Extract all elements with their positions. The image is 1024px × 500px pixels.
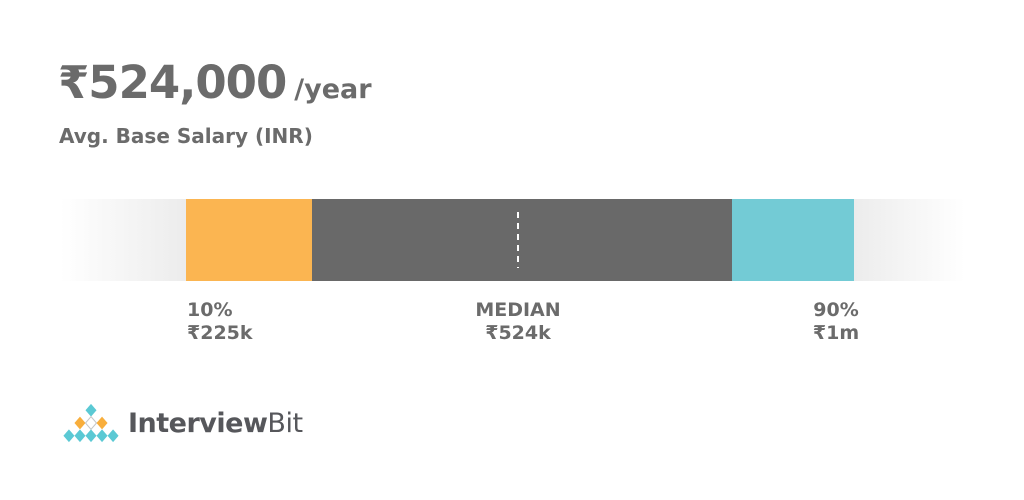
- label-p10: 10% ₹225k: [187, 299, 253, 345]
- label-median: MEDIAN ₹524k: [475, 299, 560, 345]
- label-p90-percent: 90%: [813, 299, 859, 321]
- interviewbit-wordmark: InterviewBit: [128, 408, 303, 439]
- salary-heading: ₹524,000/year: [58, 56, 372, 109]
- bar-segment-p10: [186, 199, 312, 281]
- salary-period-suffix: /year: [294, 74, 372, 105]
- label-p10-percent: 10%: [187, 299, 233, 321]
- bar-fade-right: [854, 199, 965, 281]
- label-p10-value: ₹225k: [187, 322, 253, 344]
- salary-subtitle: Avg. Base Salary (INR): [59, 124, 313, 148]
- bar-segment-range: [312, 199, 732, 281]
- salary-percentile-bar: [60, 199, 965, 281]
- wordmark-bit: Bit: [267, 407, 303, 439]
- label-p90-value: ₹1m: [812, 322, 860, 344]
- median-dashed-line: [517, 212, 519, 268]
- avg-salary-amount: ₹524,000: [58, 56, 287, 109]
- bar-fade-left: [60, 199, 186, 281]
- wordmark-interview: Interview: [128, 407, 268, 439]
- label-p90: 90% ₹1m: [813, 299, 859, 345]
- bar-segment-p90: [732, 199, 854, 281]
- label-median-value: ₹524k: [485, 322, 551, 344]
- interviewbit-logo: InterviewBit: [63, 403, 303, 443]
- label-median-title: MEDIAN: [475, 299, 561, 321]
- interviewbit-logo-icon: [63, 403, 119, 443]
